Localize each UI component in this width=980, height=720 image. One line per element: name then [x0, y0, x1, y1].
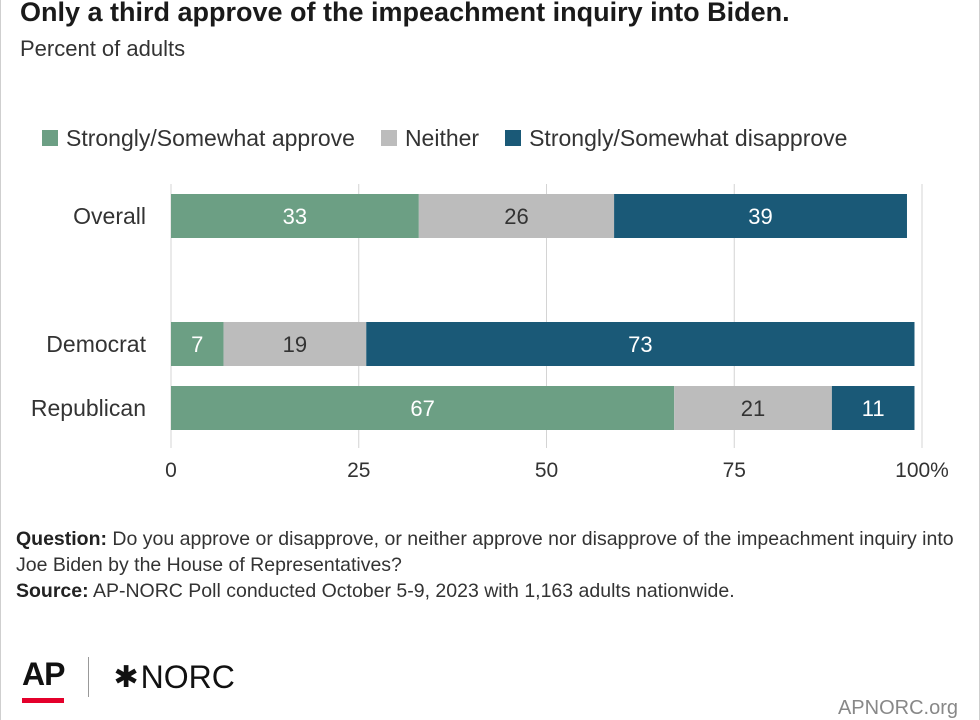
ap-logo: AP: [22, 655, 65, 703]
question-label: Question:: [16, 528, 107, 550]
bar-democrat-series-1: [223, 322, 367, 366]
norc-logo: ✱ NORC: [113, 659, 234, 696]
legend-item-disapprove: Strongly/Somewhat disapprove: [505, 125, 847, 152]
legend-label-disapprove: Strongly/Somewhat disapprove: [529, 124, 848, 151]
x-tick-label-75: 75: [723, 459, 746, 482]
bar-overall-series-1: [418, 194, 615, 238]
x-tick-label-50: 50: [535, 459, 558, 482]
data-label-democrat-series-2: 73: [628, 332, 652, 357]
source-note: Source: AP-NORC Poll conducted October 5…: [16, 578, 956, 604]
data-label-democrat-series-0: 7: [191, 332, 203, 357]
data-label-overall-series-2: 39: [748, 204, 772, 229]
labels-layer: 0 25 50 75 100% 33 26 39 Overall 7 19 73 Democrat 67 2…: [31, 203, 949, 482]
frame-left-line: [0, 0, 1, 720]
data-label-overall-series-1: 26: [504, 204, 528, 229]
notes: Question: Do you approve or disapprove, …: [16, 526, 956, 604]
bar-republican-series-0: [171, 386, 675, 430]
bar-overall-series-0: [171, 194, 419, 238]
legend-item-neither: Neither: [380, 124, 480, 152]
legend-swatch-neither: [380, 130, 397, 146]
x-tick-label-0: 0: [165, 459, 177, 482]
ap-logo-text: AP: [22, 655, 65, 692]
data-label-republican-series-1: 21: [741, 396, 765, 421]
norc-star-icon: ✱: [113, 660, 139, 694]
norc-logo-text: NORC: [140, 658, 235, 695]
bar-overall-series-2: [614, 194, 907, 238]
data-label-democrat-series-1: 19: [283, 332, 307, 357]
data-label-overall-series-0: 33: [283, 204, 307, 229]
legend-item-approve: Strongly/Somewhat approve: [42, 125, 355, 152]
chart-subtitle: Percent of adults: [20, 36, 186, 61]
chart-title: Only a third approve of the impeachment …: [20, 0, 790, 27]
data-label-republican-series-0: 67: [410, 396, 434, 421]
x-tick-label-25: 25: [347, 459, 370, 482]
legend-label-neither: Neither: [404, 124, 480, 151]
legend: Strongly/Somewhat approve Neither Strong…: [42, 124, 847, 152]
legend-label-approve: Strongly/Somewhat approve: [66, 124, 355, 151]
legend-swatch-disapprove: [505, 130, 522, 146]
bar-democrat-series-2: [366, 322, 915, 366]
ap-logo-underline: [22, 697, 65, 703]
bar-democrat-series-0: [171, 322, 224, 366]
category-label-republican: Republican: [31, 395, 146, 421]
source-label: Source:: [16, 580, 89, 602]
category-label-democrat: Democrat: [46, 331, 146, 357]
bars-layer: [171, 194, 915, 430]
bar-republican-series-1: [674, 386, 832, 430]
category-label-overall: Overall: [73, 203, 146, 229]
question-text: Do you approve or disapprove, or neither…: [16, 528, 954, 576]
logos: AP ✱ NORC: [22, 652, 235, 703]
legend-swatch-approve: [42, 130, 58, 146]
data-label-republican-series-2: 11: [862, 396, 885, 421]
bar-republican-series-2: [831, 386, 915, 430]
logo-divider: [88, 657, 90, 697]
x-tick-label-100: 100%: [895, 459, 949, 482]
question-note: Question: Do you approve or disapprove, …: [16, 526, 956, 578]
stacked-bar-chart: 0 25 50 75 100% 33 26 39 Overall 7 19 73 Democrat 67 2…: [31, 184, 949, 482]
site-link[interactable]: APNORC.org: [837, 697, 958, 719]
source-text: AP-NORC Poll conducted October 5-9, 2023…: [92, 580, 735, 602]
